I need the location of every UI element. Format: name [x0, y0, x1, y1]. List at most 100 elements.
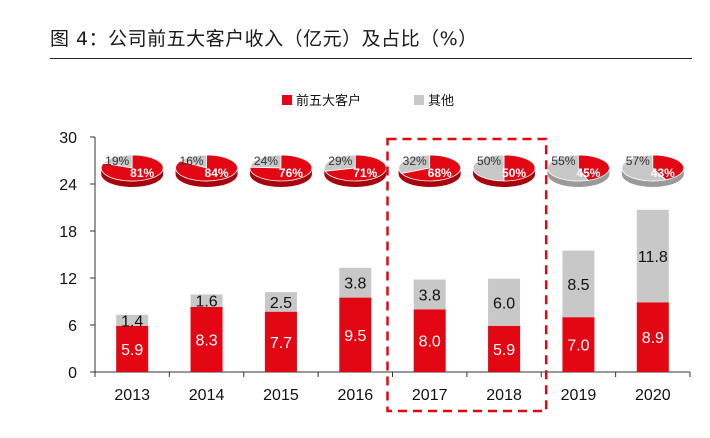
- y-tick-label: 6: [68, 318, 77, 335]
- bar-top5-label: 8.0: [419, 334, 441, 351]
- axes: 0 6 12 18 24 30 2013 2014 2015 2016 2017 2018 2019 20…: [59, 130, 691, 404]
- pie-label-top5: 84%: [205, 166, 229, 180]
- bar-top5: [636, 302, 669, 372]
- pie-label-other: 55%: [551, 154, 575, 168]
- pie-slice-other: [547, 154, 589, 182]
- bar-top5-label: 9.5: [344, 328, 366, 345]
- pie-label-other: 29%: [328, 154, 352, 168]
- pie-label-top5: 43%: [651, 166, 675, 180]
- pie-side: [175, 168, 238, 187]
- bar-other: [116, 314, 149, 326]
- pie-slice-top5: [578, 154, 610, 181]
- pie-label-other: 19%: [105, 154, 129, 168]
- legend-label-other: 其他: [428, 94, 454, 109]
- bar-top5: [562, 317, 595, 372]
- y-tick-label: 30: [59, 130, 77, 147]
- bar-other-label: 3.8: [419, 287, 441, 304]
- pie: 81%19%: [100, 154, 164, 187]
- x-tick-label: 2018: [486, 387, 522, 404]
- pie-slice-top5: [652, 154, 685, 181]
- legend-swatch-other: [414, 95, 424, 105]
- bar-other: [488, 278, 521, 326]
- legend: 前五大客户 其他: [282, 93, 454, 109]
- pie-side: [249, 168, 312, 187]
- bar-top5-label: 8.3: [195, 332, 217, 349]
- pie: 50%50%: [472, 154, 536, 187]
- title-divider: [50, 58, 692, 59]
- pie-slice-other: [249, 154, 282, 169]
- bar-top5-label: 5.9: [121, 342, 143, 359]
- pie-slice-top5: [324, 154, 387, 182]
- pie-label-other: 57%: [626, 154, 650, 168]
- bar-other: [190, 294, 223, 307]
- bar-other-label: 6.0: [493, 295, 515, 312]
- chart-title: 图 4：公司前五大客户收入（亿元）及占比（%）: [50, 28, 478, 50]
- x-tick-label: 2016: [338, 387, 374, 404]
- pie: 68%32%: [398, 154, 462, 187]
- pie: 45%55%: [547, 154, 610, 187]
- bar-top5: [488, 325, 521, 372]
- bar-top5-label: 5.9: [493, 342, 515, 359]
- bar-top5: [413, 309, 446, 372]
- bar-other-label: 8.5: [567, 277, 589, 294]
- pie-label-other: 32%: [403, 154, 427, 168]
- bar-top5: [190, 306, 223, 372]
- pie-slice-top5: [400, 154, 462, 182]
- pie-label-top5: 45%: [576, 166, 600, 180]
- pie-label-top5: 50%: [502, 166, 526, 180]
- pie-label-top5: 68%: [428, 166, 452, 180]
- bar-other-label: 3.8: [344, 276, 366, 293]
- highlight-box: [386, 137, 548, 413]
- x-tick-label: 2019: [561, 387, 597, 404]
- pie-slice-top5: [503, 154, 536, 182]
- pie: 76%24%: [249, 154, 313, 187]
- x-tick-label: 2013: [114, 387, 150, 404]
- bar-top5-label: 7.0: [567, 338, 589, 355]
- pie-side: [101, 168, 164, 187]
- pie-label-other: 16%: [180, 154, 204, 168]
- bar-other: [413, 279, 446, 310]
- pie: 84%16%: [175, 154, 238, 187]
- pie-side: [398, 168, 461, 187]
- pie-slice-other: [398, 154, 431, 174]
- pie: 43%57%: [621, 154, 685, 187]
- pie-slice-other: [323, 154, 356, 172]
- pies: 81%19%84%16%76%24%71%29%68%32%50%50%45%5…: [100, 154, 685, 187]
- pie-slice-top5: [100, 154, 164, 182]
- bar-other: [636, 209, 669, 303]
- x-tick-label: 2017: [412, 387, 448, 404]
- bar-other-label: 2.5: [270, 295, 292, 312]
- pie-slice-other: [621, 154, 667, 182]
- pie-side: [473, 168, 536, 187]
- y-tick-label: 12: [59, 271, 77, 288]
- legend-swatch-top5: [282, 95, 292, 105]
- pie: 71%29%: [323, 154, 387, 187]
- pie-side: [547, 168, 610, 187]
- pie-slice-top5: [249, 154, 313, 182]
- bar-other-label: 1.4: [121, 313, 143, 330]
- bar-top5-label: 8.9: [642, 330, 664, 347]
- bar-other-label: 11.8: [638, 249, 668, 266]
- pie-side: [621, 168, 684, 187]
- x-tick-label: 2015: [263, 387, 299, 404]
- pie-label-top5: 76%: [279, 166, 303, 180]
- bar-other: [339, 267, 372, 298]
- x-tick-label: 2014: [189, 387, 225, 404]
- bar-top5: [339, 297, 372, 372]
- pie-label-top5: 71%: [353, 166, 377, 180]
- pie-label-other: 50%: [477, 154, 501, 168]
- bar-other: [562, 250, 595, 318]
- highlight-dashed-box: [386, 137, 548, 413]
- y-tick-label: 24: [59, 177, 77, 194]
- bar-top5-label: 7.7: [270, 335, 292, 352]
- bars: 5.9 1.4 8.3 1.6 7.7 2.5 9.5 3.8 8.0 3.8 5.9 6.0 7.0 8…: [116, 209, 669, 372]
- bar-top5: [264, 311, 297, 372]
- y-tick-label: 0: [68, 365, 77, 382]
- pie-slice-other: [472, 154, 505, 182]
- pie-slice-top5: [175, 154, 238, 182]
- pie-label-other: 24%: [254, 154, 278, 168]
- x-tick-label: 2020: [635, 387, 671, 404]
- pie-label-top5: 81%: [130, 166, 154, 180]
- pie-side: [324, 168, 387, 187]
